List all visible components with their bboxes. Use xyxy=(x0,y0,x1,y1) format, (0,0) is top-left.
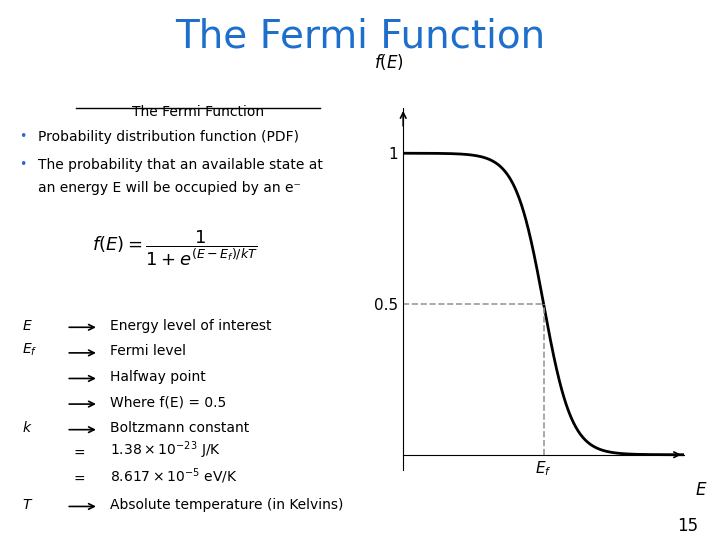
Text: =: = xyxy=(74,447,86,461)
Text: Boltzmann constant: Boltzmann constant xyxy=(110,421,250,435)
Text: an energy E will be occupied by an e⁻: an energy E will be occupied by an e⁻ xyxy=(37,181,301,195)
Text: $f(E)=\dfrac{1}{1+e^{(E-E_f)/kT}}$: $f(E)=\dfrac{1}{1+e^{(E-E_f)/kT}}$ xyxy=(92,228,258,268)
Text: $E$: $E$ xyxy=(696,481,708,498)
Text: $k$: $k$ xyxy=(22,420,33,435)
Text: The Fermi Function: The Fermi Function xyxy=(132,105,264,119)
Text: $T$: $T$ xyxy=(22,498,34,512)
Text: =: = xyxy=(74,472,86,487)
Text: The Fermi Function: The Fermi Function xyxy=(175,17,545,56)
Text: Halfway point: Halfway point xyxy=(110,370,206,384)
Text: Energy level of interest: Energy level of interest xyxy=(110,319,271,333)
Text: Absolute temperature (in Kelvins): Absolute temperature (in Kelvins) xyxy=(110,498,343,512)
Text: Where f(E) = 0.5: Where f(E) = 0.5 xyxy=(110,396,227,410)
Text: $E_f$: $E_f$ xyxy=(22,342,38,359)
Text: •: • xyxy=(19,130,26,143)
Text: Fermi level: Fermi level xyxy=(110,345,186,359)
Text: The probability that an available state at: The probability that an available state … xyxy=(37,158,323,172)
Text: $8.617\times10^{-5}$ eV/K: $8.617\times10^{-5}$ eV/K xyxy=(110,467,238,487)
Text: 15: 15 xyxy=(678,517,698,535)
Text: $E$: $E$ xyxy=(22,319,33,333)
Text: $1.38\times10^{-23}$ J/K: $1.38\times10^{-23}$ J/K xyxy=(110,439,221,461)
Text: Probability distribution function (PDF): Probability distribution function (PDF) xyxy=(37,130,299,144)
Text: $f(E)$: $f(E)$ xyxy=(374,52,404,72)
Text: •: • xyxy=(19,158,26,171)
